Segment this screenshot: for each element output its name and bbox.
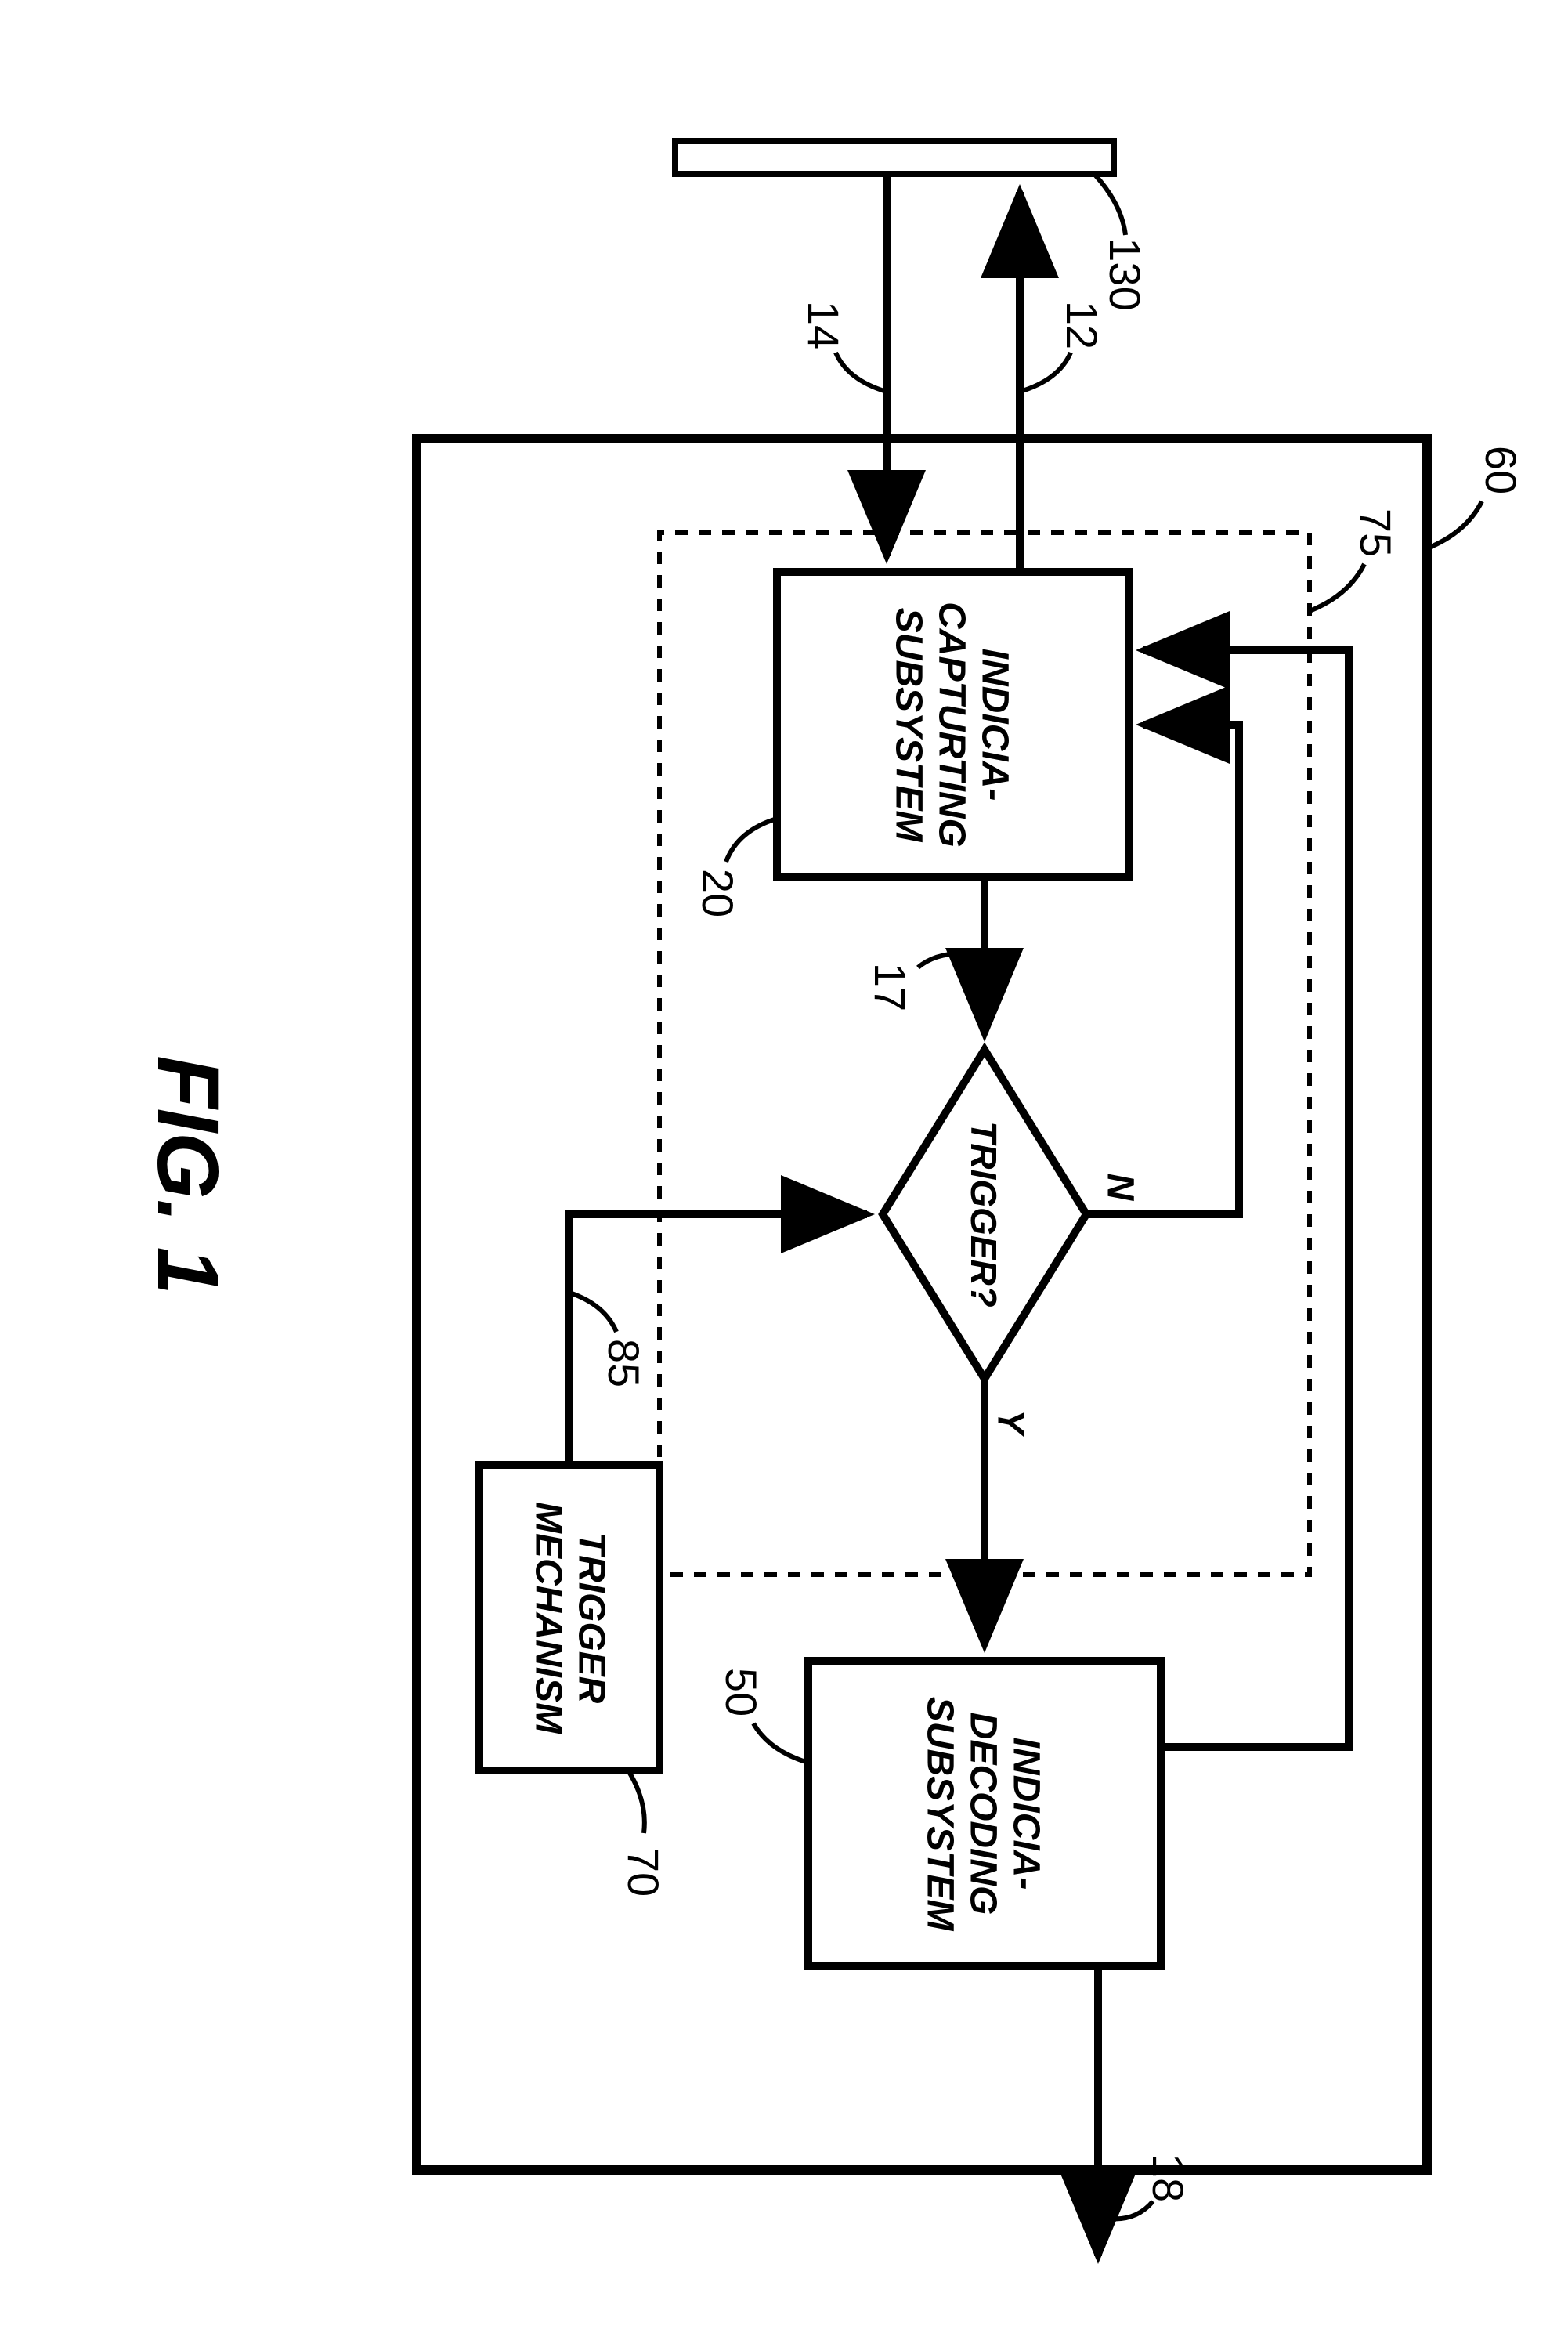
lead-20 — [726, 819, 777, 862]
lead-60 — [1427, 501, 1482, 548]
lead-50 — [753, 1723, 808, 1763]
lead-12 — [1020, 353, 1071, 392]
ref-60: 60 — [1476, 446, 1526, 494]
ref-50: 50 — [717, 1668, 766, 1716]
ref-17: 17 — [865, 963, 915, 1011]
ref-75: 75 — [1351, 508, 1400, 557]
capturing-line2: CAPTURTING — [930, 602, 972, 848]
arrow-feedback — [1143, 650, 1349, 1747]
ref-130: 130 — [1100, 237, 1150, 310]
lead-70 — [628, 1770, 645, 1833]
lead-18 — [1098, 2201, 1153, 2219]
figure-caption: FIG. 1 — [139, 1055, 236, 1295]
ref-18: 18 — [1143, 2154, 1193, 2202]
decoding-line3: SUBSYSTEM — [919, 1697, 960, 1932]
lead-17 — [918, 953, 985, 967]
decoding-line2: DECODING — [962, 1713, 1003, 1915]
trigger-line1: TRIGGER — [570, 1532, 612, 1704]
figure-1-diagram: 60 75 INDICIA- CAPTURTING SUBSYSTEM 20 T… — [0, 0, 1568, 2340]
decision-no: N — [1099, 1174, 1140, 1202]
lead-85 — [569, 1293, 616, 1332]
target-bar — [675, 141, 1114, 174]
decoding-line1: INDICIA- — [1005, 1738, 1046, 1890]
lead-130 — [1094, 174, 1125, 235]
ref-20: 20 — [693, 869, 742, 917]
trigger-line2: MECHANISM — [527, 1502, 569, 1734]
capturing-line1: INDICIA- — [974, 649, 1015, 801]
decision-label: TRIGGER? — [963, 1121, 1004, 1307]
decision-yes: Y — [989, 1409, 1031, 1438]
lead-75 — [1310, 564, 1364, 611]
ref-70: 70 — [619, 1848, 668, 1897]
lead-14 — [836, 353, 887, 392]
ref-85: 85 — [599, 1339, 649, 1387]
capturing-line3: SUBSYSTEM — [887, 608, 929, 843]
ref-12: 12 — [1057, 301, 1107, 349]
ref-14: 14 — [799, 301, 848, 349]
